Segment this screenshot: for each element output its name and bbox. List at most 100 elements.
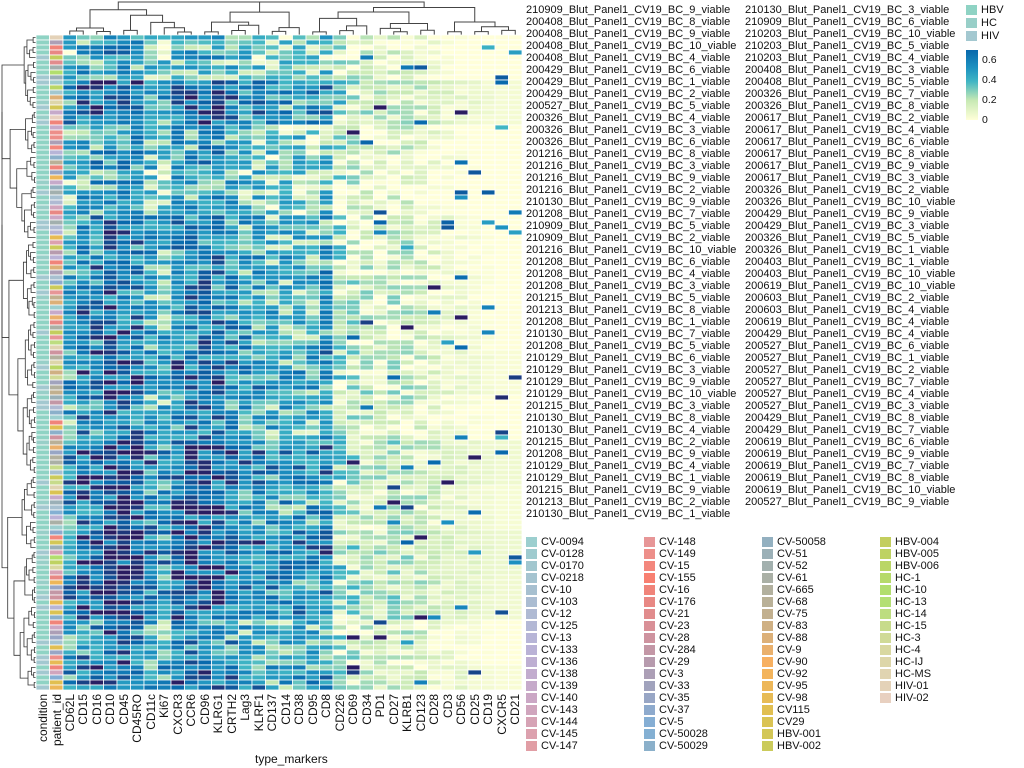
patient-id-cell xyxy=(49,269,64,276)
heatmap-cell xyxy=(292,134,307,141)
heatmap-cell xyxy=(481,214,496,221)
heatmap-cell xyxy=(238,614,253,621)
heatmap-cell xyxy=(373,264,388,271)
heatmap-cell xyxy=(319,354,334,361)
heatmap-cell xyxy=(130,469,145,476)
heatmap-cell xyxy=(413,249,428,256)
heatmap-cell xyxy=(292,114,307,121)
heatmap-cell xyxy=(319,489,334,496)
heatmap-cell xyxy=(89,394,104,401)
heatmap-cell xyxy=(386,549,401,556)
heatmap-cell xyxy=(454,334,469,341)
heatmap-cell xyxy=(238,519,253,526)
heatmap-cell xyxy=(508,519,523,526)
heatmap-cell xyxy=(359,474,374,481)
heatmap-cell xyxy=(332,414,347,421)
heatmap-cell xyxy=(400,424,415,431)
heatmap-cell xyxy=(103,299,118,306)
heatmap-cell xyxy=(454,499,469,506)
heatmap-cell xyxy=(427,624,442,631)
patient-id-cell xyxy=(49,119,64,126)
heatmap-cell xyxy=(359,139,374,146)
heatmap-cell xyxy=(278,184,293,191)
heatmap-cell xyxy=(62,624,77,631)
heatmap-cell xyxy=(332,214,347,221)
heatmap-cell xyxy=(481,194,496,201)
heatmap-cell xyxy=(184,619,199,626)
heatmap-cell xyxy=(170,139,185,146)
heatmap-cell xyxy=(454,169,469,176)
heatmap-cell xyxy=(373,79,388,86)
heatmap-cell xyxy=(386,579,401,586)
heatmap-cell xyxy=(494,74,509,81)
heatmap-cell xyxy=(454,364,469,371)
heatmap-cell xyxy=(373,449,388,456)
heatmap-cell xyxy=(76,624,91,631)
heatmap-cell xyxy=(143,524,158,531)
condition-cell xyxy=(35,374,50,381)
heatmap-cell xyxy=(62,659,77,666)
condition-cell xyxy=(35,454,50,461)
heatmap-cell xyxy=(184,529,199,536)
heatmap-cell xyxy=(427,544,442,551)
heatmap-cell xyxy=(454,194,469,201)
heatmap-cell xyxy=(211,609,226,616)
heatmap-cell xyxy=(292,629,307,636)
heatmap-cell xyxy=(319,304,334,311)
patient-id-cell xyxy=(49,439,64,446)
heatmap-cell xyxy=(170,219,185,226)
heatmap-cell xyxy=(494,374,509,381)
heatmap-cell xyxy=(400,49,415,56)
heatmap-cell xyxy=(265,679,280,686)
heatmap-cell xyxy=(305,674,320,681)
heatmap-cell xyxy=(197,279,212,286)
heatmap-cell xyxy=(130,654,145,661)
condition-cell xyxy=(35,159,50,166)
heatmap-cell xyxy=(494,444,509,451)
heatmap-cell xyxy=(184,489,199,496)
heatmap-cell xyxy=(440,134,455,141)
dendrogram-branch xyxy=(33,467,36,473)
heatmap-cell xyxy=(332,554,347,561)
heatmap-cell xyxy=(454,404,469,411)
patient-id-cell xyxy=(49,584,64,591)
patient-id-cell xyxy=(49,644,64,651)
heatmap-cell xyxy=(76,119,91,126)
heatmap-cell xyxy=(197,314,212,321)
heatmap-cell xyxy=(292,469,307,476)
heatmap-cell xyxy=(238,549,253,556)
heatmap-cell xyxy=(373,334,388,341)
heatmap-cell xyxy=(400,179,415,186)
heatmap-cell xyxy=(454,344,469,351)
heatmap-cell xyxy=(359,504,374,511)
heatmap-cell xyxy=(427,124,442,131)
heatmap-cell xyxy=(278,584,293,591)
heatmap-cell xyxy=(62,274,77,281)
heatmap-cell xyxy=(76,509,91,516)
heatmap-cell xyxy=(62,299,77,306)
heatmap-cell xyxy=(76,219,91,226)
patient-id-cell xyxy=(49,519,64,526)
heatmap-cell xyxy=(130,154,145,161)
heatmap-cell xyxy=(197,549,212,556)
heatmap-cell xyxy=(184,574,199,581)
heatmap-cell xyxy=(359,144,374,151)
heatmap-cell xyxy=(130,39,145,46)
heatmap-cell xyxy=(400,244,415,251)
heatmap-cell xyxy=(359,194,374,201)
heatmap-cell xyxy=(359,394,374,401)
heatmap-cell xyxy=(359,544,374,551)
heatmap-cell xyxy=(481,619,496,626)
heatmap-cell xyxy=(400,619,415,626)
condition-cell xyxy=(35,444,50,451)
heatmap-cell xyxy=(400,119,415,126)
heatmap-cell xyxy=(157,254,172,261)
heatmap-cell xyxy=(305,664,320,671)
heatmap-cell xyxy=(305,289,320,296)
heatmap-cell xyxy=(481,259,496,266)
row-label: 201216_Blut_Panel1_CV19_BC_3_viable xyxy=(526,160,731,172)
heatmap-cell xyxy=(197,679,212,686)
heatmap-cell xyxy=(251,364,266,371)
heatmap-cell xyxy=(238,509,253,516)
heatmap-cell xyxy=(305,614,320,621)
